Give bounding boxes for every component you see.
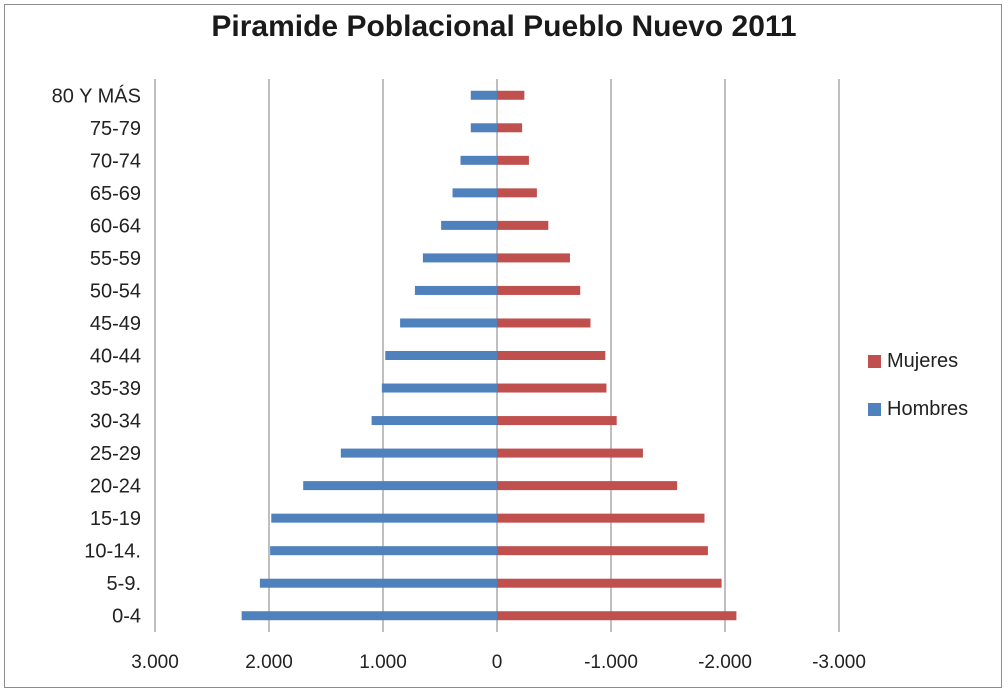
- category-label: 80 Y MÁS: [52, 84, 141, 107]
- category-label: 45-49: [90, 313, 141, 335]
- bar-hombres: [422, 253, 497, 263]
- bar-mujeres: [497, 90, 525, 100]
- bar-hombres: [271, 513, 497, 523]
- bar-mujeres: [497, 416, 617, 426]
- bar-mujeres: [497, 481, 678, 491]
- bar-hombres: [452, 188, 497, 198]
- x-tick-label: -2.000: [698, 652, 752, 673]
- bar-mujeres: [497, 448, 643, 458]
- bar-mujeres: [497, 188, 537, 198]
- bar-mujeres: [497, 383, 607, 393]
- bar-mujeres: [497, 351, 606, 360]
- chart-frame: [4, 4, 1002, 688]
- category-label: 65-69: [90, 183, 141, 205]
- bar-hombres: [371, 416, 497, 426]
- bar-mujeres: [497, 220, 549, 230]
- x-tick-label: 3.000: [131, 652, 179, 673]
- category-label: 10-14.: [84, 541, 141, 563]
- category-label: 15-19: [90, 508, 141, 530]
- bar-mujeres: [497, 611, 737, 621]
- legend-label-hombres: Hombres: [887, 397, 969, 420]
- category-label: 75-79: [90, 118, 141, 140]
- bar-hombres: [460, 155, 497, 165]
- bar-hombres: [400, 318, 497, 328]
- category-label: 35-39: [90, 378, 141, 400]
- category-label: 40-44: [90, 346, 141, 368]
- category-label: 55-59: [90, 248, 141, 270]
- legend-label-mujeres: Mujeres: [887, 349, 959, 372]
- bar-hombres: [441, 220, 497, 230]
- bar-hombres: [470, 123, 497, 133]
- bar-mujeres: [497, 285, 581, 295]
- bar-hombres: [470, 90, 497, 100]
- category-label: 5-9.: [107, 573, 141, 595]
- x-tick-label: 1.000: [359, 652, 407, 673]
- bar-mujeres: [497, 578, 722, 588]
- bar-mujeres: [497, 253, 570, 263]
- chart-title: Piramide Poblacional Pueblo Nuevo 2011: [211, 10, 797, 43]
- x-tick-label: 0: [492, 652, 503, 673]
- bar-hombres: [414, 285, 497, 295]
- bar-mujeres: [497, 155, 529, 165]
- x-tick-label: 2.000: [245, 652, 293, 673]
- category-label: 20-24: [90, 476, 141, 498]
- category-label: 50-54: [90, 280, 141, 302]
- bar-hombres: [270, 546, 497, 556]
- category-label: 70-74: [90, 150, 141, 172]
- bar-mujeres: [497, 123, 523, 133]
- bar-hombres: [241, 611, 497, 621]
- bar-hombres: [303, 481, 497, 491]
- legend: Mujeres Hombres: [868, 348, 968, 444]
- legend-item-hombres: Hombres: [868, 396, 968, 422]
- bar-mujeres: [497, 546, 708, 556]
- category-label: 0-4: [112, 606, 141, 628]
- bar-mujeres: [497, 318, 591, 328]
- bar-hombres: [259, 578, 497, 588]
- legend-swatch-hombres: [868, 402, 881, 416]
- legend-swatch-mujeres: [868, 354, 881, 368]
- bar-hombres: [381, 383, 497, 393]
- category-label: 60-64: [90, 215, 141, 237]
- bar-hombres: [385, 351, 497, 360]
- bar-hombres: [340, 448, 497, 458]
- bar-mujeres: [497, 513, 705, 523]
- category-label: 25-29: [90, 443, 141, 465]
- legend-item-mujeres: Mujeres: [868, 348, 968, 374]
- category-label: 30-34: [90, 411, 141, 433]
- x-tick-label: -1.000: [584, 652, 638, 673]
- x-tick-label: -3.000: [812, 652, 866, 673]
